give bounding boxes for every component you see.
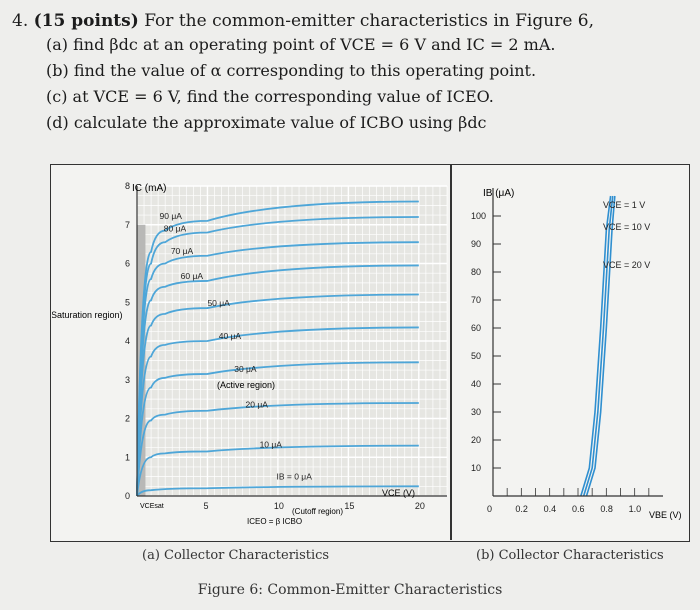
curve-label: 80 μA [164,224,187,234]
part-b-label: (b) [46,61,69,80]
figure-divider [450,164,452,540]
part-d-text: calculate the approximate value of ICBO … [73,113,487,132]
right-y-tick-label: 10 [471,463,481,473]
left-y-tick-label: 6 [125,259,130,269]
part-c: (c) at VCE = 6 V, find the corresponding… [46,86,494,108]
right-y-tick-label: 100 [471,211,486,221]
right-y-tick-label: 40 [471,379,481,389]
right-labels: 10 20 30 40 50 60 70 80 90 100 0 0.2 0.4 0.6 0.8 1.0 VCE… [471,200,650,514]
part-b-text: find the value of α corresponding to thi… [73,61,537,80]
problem-heading: 4. (15 points) For the common-emitter ch… [12,10,594,32]
figure-title: Figure 6: Common-Emitter Characteristics [197,582,503,598]
right-x-axis-label: VBE (V) [649,510,682,520]
right-y-tick-label: 30 [471,407,481,417]
left-y-tick-label: 8 [125,181,130,191]
curve-label: 60 μA [181,271,204,281]
curve-label: 20 μA [246,400,269,410]
left-y-tick-label: 4 [125,336,130,346]
curve-label: 90 μA [160,211,183,221]
right-x-tick-label: 0.6 [572,504,585,514]
right-x-tick-label: 0 [487,504,492,514]
right-y-tick-label: 70 [471,295,481,305]
right-y-tick-label: 20 [471,435,481,445]
vce-curve-label: VCE = 20 V [603,260,650,270]
input-characteristics-chart: 10 20 30 40 50 60 70 80 90 100 0 0.2 0.4 0.6 0.8 1.0 VCE… [471,188,682,520]
curve-label: 50 μA [207,298,230,308]
collector-curve [136,444,419,497]
left-x-tick-label: 20 [415,501,425,511]
right-x-tick-label: 0.2 [515,504,528,514]
part-c-label: (c) [46,87,68,106]
vce-curve-label: VCE = 10 V [603,222,650,232]
left-y-tick-label: 3 [125,375,130,385]
left-labels: 90 μA 80 μA 70 μA 60 μA 50 μA 40 μA 30 μA 20 μA… [125,181,425,511]
collector-curve [136,216,419,497]
problem-points: (15 points) [33,11,139,31]
left-x-origin-label: VCEsat [140,503,164,510]
part-d: (d) calculate the approximate value of I… [46,112,487,134]
left-caption: (a) Collector Characteristics [142,548,330,563]
problem-number: 4. [12,11,29,31]
right-y-tick-label: 60 [471,323,481,333]
right-x-tick-label: 0.8 [600,504,613,514]
input-curve [585,195,616,497]
cutoff-region-label: (Cutoff region) [292,507,343,516]
collector-curve [136,241,419,497]
right-curves [580,195,616,497]
right-grid [493,215,650,496]
iceo-label: ICEO = β ICBO [247,517,302,526]
right-y-axis-label: IB (μA) [483,188,514,199]
part-a: (a) find βdc at an operating point of VC… [46,34,555,56]
part-c-text: at VCE = 6 V, find the corresponding val… [72,87,494,106]
curve-label: 10 μA [260,440,283,450]
left-y-axis-label: IC (mA) [132,183,166,194]
left-curves [136,200,419,497]
part-d-label: (d) [46,113,69,132]
part-a-label: (a) [46,35,69,54]
left-y-tick-label: 7 [125,220,130,230]
saturation-region-label: (Saturation region) [52,310,123,320]
collector-curve [136,402,419,497]
collector-curve [136,361,419,497]
curve-label: 70 μA [171,246,194,256]
collector-characteristics-chart: 90 μA 80 μA 70 μA 60 μA 50 μA 40 μA 30 μA 20 μA… [52,181,448,526]
curve-label: 40 μA [219,331,242,341]
curve-label: 30 μA [234,364,257,374]
collector-curve [136,326,419,497]
left-x-tick-label: 10 [274,501,284,511]
left-x-tick-label: 15 [344,501,354,511]
vce-curve-label: VCE = 1 V [603,200,645,210]
collector-curve [136,485,419,497]
input-curve [580,195,612,497]
left-x-tick-label: 5 [203,501,208,511]
left-y-tick-label: 2 [125,414,130,424]
right-x-tick-label: 1.0 [629,504,642,514]
curve-label: IB = 0 μA [277,472,313,482]
problem-intro: For the common-emitter characteristics i… [144,11,595,31]
input-curve [582,195,614,497]
part-a-text: find βdc at an operating point of VCE = … [73,35,556,54]
collector-curve [136,264,419,497]
right-x-tick-label: 0.4 [544,504,557,514]
active-region-label: (Active region) [217,380,275,390]
left-y-tick-label: 0 [125,491,130,501]
right-y-tick-label: 50 [471,351,481,361]
left-y-tick-label: 1 [125,452,130,462]
right-y-tick-label: 90 [471,239,481,249]
collector-curve [136,293,419,497]
part-b: (b) find the value of α corresponding to… [46,60,536,82]
left-y-tick-label: 5 [125,297,130,307]
right-y-tick-label: 80 [471,267,481,277]
left-x-axis-label: VCE (V) [382,488,415,498]
right-caption: (b) Collector Characteristics [476,548,664,563]
